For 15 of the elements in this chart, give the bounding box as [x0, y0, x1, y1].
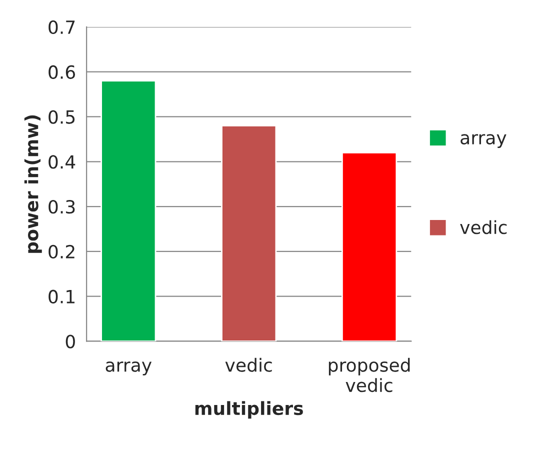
legend-label: vedic [460, 220, 507, 234]
x-tick-label: proposed vedic [328, 358, 410, 392]
y-tick-label: 0 [66, 334, 75, 348]
y-tick-label: 0.4 [48, 155, 76, 169]
x-tick-label: array [106, 362, 152, 376]
y-tick-label: 0.6 [48, 65, 76, 79]
legend-label: array [460, 134, 506, 148]
y-axis-title: power in(mw) [24, 115, 42, 253]
y-tick-label: 0.5 [48, 110, 75, 124]
y-tick-label: 0.2 [48, 244, 74, 259]
y-tick-label: 0.1 [48, 290, 74, 304]
y-tick-label: 0.3 [48, 200, 75, 214]
y-tick-label: 0.7 [48, 20, 75, 34]
x-axis-title: multipliers [195, 401, 303, 419]
x-tick-label: vedic [225, 358, 272, 372]
